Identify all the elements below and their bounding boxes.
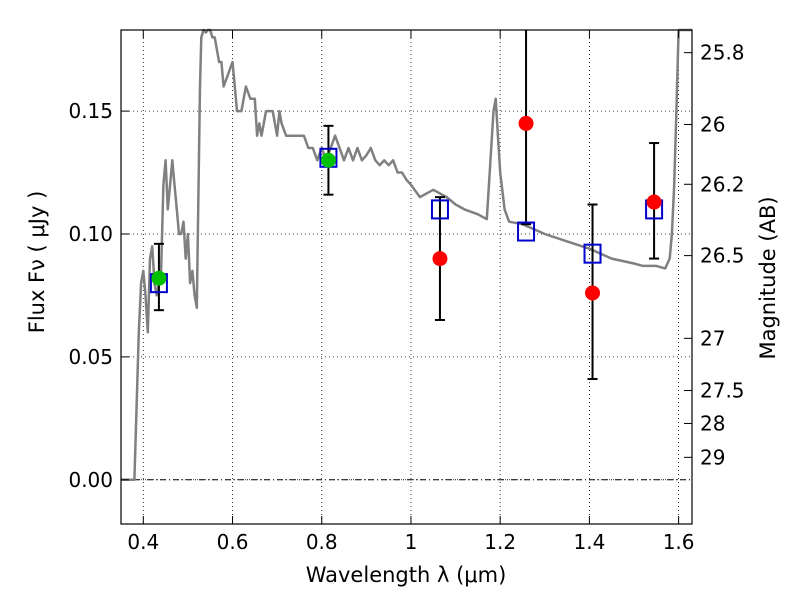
x-tick-label: 0.4 bbox=[127, 530, 159, 554]
y-tick-label: 0.00 bbox=[68, 468, 113, 492]
y-tick-label: 0.05 bbox=[68, 345, 113, 369]
grid-lines bbox=[121, 30, 692, 524]
x-tick-label: 1.2 bbox=[484, 530, 516, 554]
red-data-point bbox=[432, 251, 448, 267]
model-spectrum-line bbox=[121, 28, 692, 482]
red-data-point bbox=[585, 285, 601, 301]
model-boxes bbox=[149, 147, 664, 294]
x-axis-label: Wavelength λ (μm) bbox=[306, 563, 507, 587]
red-data-point bbox=[646, 194, 662, 210]
green-data-point bbox=[151, 270, 167, 286]
plot-frame bbox=[120, 29, 693, 525]
model-box-marker bbox=[430, 199, 449, 220]
red-data-point bbox=[518, 115, 534, 131]
data-points bbox=[151, 115, 662, 301]
x-tick-label: 1.6 bbox=[663, 530, 695, 554]
magnitude-axis-ticks: 25.8 26 26.2 26.5 27 27.5 28 29 bbox=[684, 41, 745, 469]
x-tick-label: 0.6 bbox=[217, 530, 249, 554]
mag-tick-label: 27.5 bbox=[700, 379, 745, 403]
model-box-marker bbox=[583, 243, 602, 264]
mag-tick-label: 28 bbox=[700, 411, 725, 435]
green-data-point bbox=[320, 152, 336, 168]
y-tick-label: 0.15 bbox=[68, 99, 113, 123]
y-tick-label: 0.10 bbox=[68, 222, 113, 246]
y-axis-ticks: 0.00 0.05 0.10 0.15 bbox=[68, 99, 129, 492]
mag-tick-label: 27 bbox=[700, 326, 725, 350]
x-tick-label: 1 bbox=[405, 530, 418, 554]
right-axis-label: Magnitude (AB) bbox=[756, 196, 780, 359]
mag-tick-label: 29 bbox=[700, 445, 725, 469]
x-axis-ticks: 0.4 0.6 0.8 1 1.2 1.4 1.6 bbox=[127, 30, 695, 554]
x-tick-label: 0.8 bbox=[306, 530, 338, 554]
mag-tick-label: 25.8 bbox=[700, 41, 745, 65]
mag-tick-label: 26.2 bbox=[700, 172, 745, 196]
mag-tick-label: 26 bbox=[700, 113, 725, 137]
y-axis-label: Flux Fν ( μJy ) bbox=[25, 191, 49, 334]
x-tick-label: 1.4 bbox=[573, 530, 605, 554]
mag-tick-label: 26.5 bbox=[700, 244, 745, 268]
error-bars bbox=[153, 30, 660, 380]
model-box-marker bbox=[517, 221, 536, 242]
